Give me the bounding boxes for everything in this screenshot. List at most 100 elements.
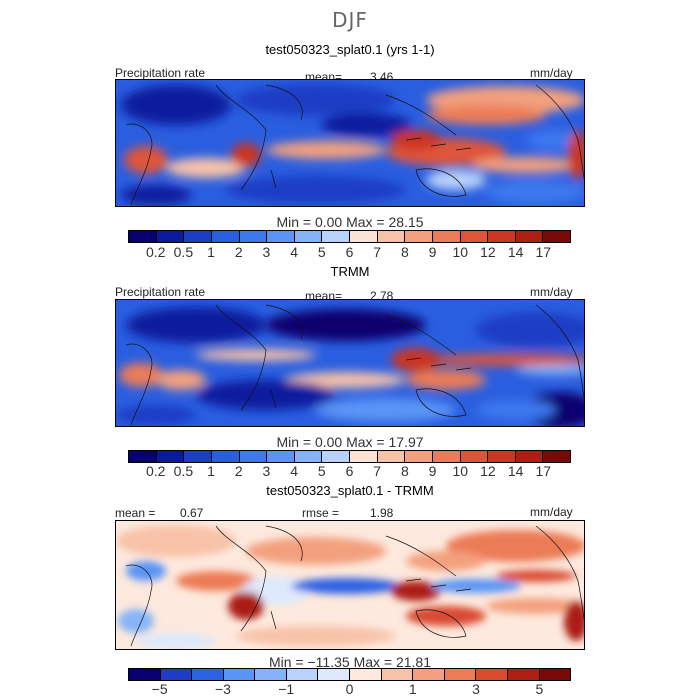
panel-3-max-label: Max = (353, 654, 393, 670)
panel-2-map (115, 299, 585, 427)
colorbar-swatch (488, 451, 516, 462)
panel-1-minmax: Min = 0.00 Max = 28.15 (0, 214, 700, 230)
panel-1-max-label: Max = (346, 214, 385, 230)
colorbar-tick-label: 7 (373, 463, 382, 479)
colorbar-swatch (156, 451, 185, 462)
colorbar-tick-label: 5 (535, 681, 544, 697)
panel-3-mean-label: mean = (115, 506, 156, 520)
colorbar-swatch (129, 231, 157, 242)
colorbar-tick-label: 5 (317, 244, 326, 260)
colorbar-swatch (160, 669, 193, 680)
panel-2-min-label: Min = (276, 434, 312, 450)
colorbar-tick-label: 3 (262, 463, 271, 479)
colorbar-swatch (184, 231, 212, 242)
panel-1-max-value: 28.15 (388, 214, 424, 230)
colorbar-swatch (476, 669, 508, 680)
colorbar-swatch (515, 231, 544, 242)
colorbar-swatch (405, 451, 433, 462)
colorbar-tick-label: 0 (345, 681, 354, 697)
colorbar-swatch (267, 231, 295, 242)
colorbar-swatch (294, 231, 323, 242)
panel-1-units: mm/day (530, 66, 573, 80)
colorbar-swatch (322, 231, 350, 242)
colorbar-swatch (318, 669, 351, 680)
colorbar-swatch (444, 669, 477, 680)
colorbar-tick-label: 7 (373, 244, 382, 260)
panel-2-left-label: Precipitation rate (115, 285, 206, 299)
colorbar-tick-label: 0.5 (173, 463, 194, 479)
panel-1-map-image (116, 80, 584, 206)
colorbar-tick-label: 1 (207, 244, 215, 260)
colorbar-tick-label: 3 (472, 681, 480, 697)
colorbar-tick-label: 0.2 (145, 463, 166, 479)
colorbar-tick-label: 0.2 (145, 244, 166, 260)
colorbar-swatch (129, 451, 157, 462)
colorbar-tick-label: 1 (207, 463, 215, 479)
colorbar-tick-label: 10 (452, 244, 469, 260)
panel-3-max-value: 21.81 (395, 654, 432, 670)
colorbar-swatch (377, 231, 406, 242)
panel-3-units: mm/day (530, 505, 573, 519)
colorbar-swatch (350, 451, 378, 462)
colorbar-swatch (432, 451, 461, 462)
colorbar-swatch (156, 231, 185, 242)
colorbar-tick-label: 12 (480, 244, 496, 260)
colorbar-tick-label: 17 (535, 244, 552, 260)
panel-2-title: TRMM (330, 264, 370, 279)
colorbar-swatch (543, 451, 570, 462)
colorbar-tick-label: −1 (278, 681, 295, 697)
colorbar-swatch (460, 451, 489, 462)
panel-1-min-value: 0.00 (314, 214, 343, 230)
colorbar-swatch (488, 231, 516, 242)
panel-2-units: mm/day (530, 285, 573, 299)
colorbar-swatch (539, 669, 571, 680)
colorbar-swatch (129, 669, 161, 680)
panel-3-map-image (116, 521, 584, 649)
colorbar-tick-label: 6 (345, 463, 354, 479)
colorbar-tick-label: 12 (480, 463, 496, 479)
panel-3-min-label: Min = (268, 654, 304, 670)
colorbar-tick-label: 2 (234, 244, 243, 260)
colorbar-tick-label: 14 (507, 463, 524, 479)
colorbar-swatch (211, 231, 240, 242)
colorbar-swatch (405, 231, 433, 242)
panel-3-map (115, 520, 585, 650)
panel-1-left-label: Precipitation rate (115, 66, 206, 80)
colorbar-tick-label: 3 (262, 244, 271, 260)
panel-2-colorbar (128, 450, 571, 463)
colorbar-swatch (460, 231, 489, 242)
colorbar-swatch (267, 451, 295, 462)
panel-3-rmse-label: rmse = (302, 506, 340, 520)
colorbar-tick-label: 14 (507, 244, 524, 260)
colorbar-tick-label: 8 (400, 244, 409, 260)
season-title: DJF (332, 8, 368, 32)
colorbar-swatch (322, 451, 350, 462)
panel-1-title: test050323_splat0.1 (yrs 1-1) (265, 42, 435, 57)
colorbar-tick-label: 5 (317, 463, 326, 479)
colorbar-tick-label: 8 (400, 463, 409, 479)
colorbar-tick-label: −5 (151, 681, 168, 697)
panel-3-title: test050323_splat0.1 - TRMM (266, 483, 434, 498)
colorbar-swatch (515, 451, 544, 462)
colorbar-swatch (413, 669, 445, 680)
colorbar-swatch (239, 231, 268, 242)
colorbar-swatch (381, 669, 414, 680)
panel-3-rmse-value: 1.98 (370, 506, 394, 520)
panel-2-minmax: Min = 0.00 Max = 17.97 (0, 434, 700, 450)
colorbar-swatch (211, 451, 240, 462)
panel-2-map-image (116, 300, 584, 426)
colorbar-swatch (350, 231, 378, 242)
panel-3-colorbar (128, 668, 571, 681)
colorbar-tick-label: 2 (234, 463, 243, 479)
colorbar-tick-label: 0.5 (173, 244, 194, 260)
panel-1-map (115, 79, 585, 207)
colorbar-tick-label: −3 (214, 681, 231, 697)
colorbar-swatch (543, 231, 570, 242)
colorbar-swatch (350, 669, 382, 680)
colorbar-swatch (294, 451, 323, 462)
panel-1-colorbar (128, 230, 571, 243)
colorbar-tick-label: 17 (535, 463, 552, 479)
panel-2-max-value: 17.97 (388, 434, 424, 450)
panel-2-max-label: Max = (346, 434, 385, 450)
